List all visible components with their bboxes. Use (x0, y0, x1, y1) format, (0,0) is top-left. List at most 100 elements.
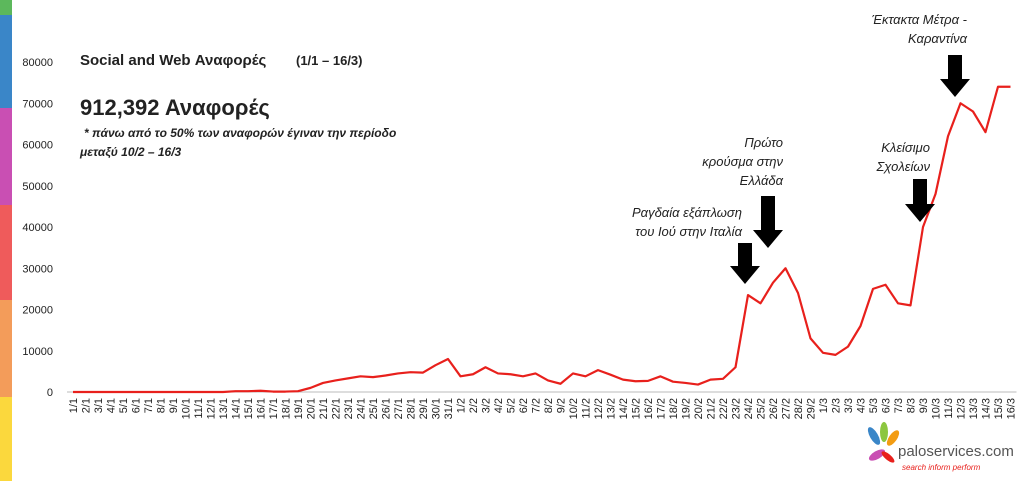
note: μεταξύ 10/2 – 16/3 (79, 145, 182, 159)
note: * πάνω από το 50% των αναφορών έγιναν τη… (84, 126, 396, 140)
y-tick-label: 70000 (22, 98, 53, 110)
side-bar (0, 0, 12, 15)
x-tick-label: 2/2 (468, 398, 480, 413)
x-tick-label: 8/1 (156, 398, 168, 413)
x-tick-label: 21/1 (318, 398, 330, 419)
logo-name: paloservices.com (898, 443, 1014, 460)
x-tick-label: 4/2 (493, 398, 505, 413)
y-tick-label: 30000 (22, 263, 53, 275)
x-tick-label: 14/3 (981, 398, 993, 419)
x-tick-label: 16/3 (1006, 398, 1018, 419)
x-tick-label: 20/1 (306, 398, 318, 419)
x-tick-label: 11/3 (943, 398, 955, 419)
x-tick-label: 23/1 (343, 398, 355, 419)
x-tick-label: 7/1 (143, 398, 155, 413)
x-tick-label: 14/1 (231, 398, 243, 419)
x-tick-label: 11/2 (581, 398, 593, 419)
x-tick-label: 19/1 (293, 398, 305, 419)
chart-title: Social and Web Αναφορές (80, 52, 267, 69)
x-tick-label: 5/3 (868, 398, 880, 413)
x-tick-label: 1/1 (68, 398, 80, 413)
headline: 912,392 Αναφορές (80, 95, 270, 120)
x-tick-label: 15/3 (993, 398, 1005, 419)
x-tick-label: 9/2 (556, 398, 568, 413)
x-tick-label: 7/3 (893, 398, 905, 413)
data-line (73, 85, 1011, 394)
x-tick-label: 12/2 (593, 398, 605, 419)
logo-icon (867, 422, 900, 463)
x-tick-label: 2/1 (81, 398, 93, 413)
side-bar (0, 108, 12, 205)
x-tick-label: 4/1 (106, 398, 118, 413)
x-tick-label: 21/2 (706, 398, 718, 419)
x-tick-label: 8/3 (906, 398, 918, 413)
x-tick-label: 16/2 (643, 398, 655, 419)
annotation-arrow (940, 55, 970, 97)
x-tick-label: 24/2 (743, 398, 755, 419)
x-tick-label: 28/1 (406, 398, 418, 419)
logo-tagline: search inform perform (902, 463, 981, 472)
annotation-text: Καραντίνα (908, 31, 968, 46)
y-tick-label: 10000 (22, 346, 53, 358)
x-tick-label: 16/1 (256, 398, 268, 419)
x-tick-label: 17/1 (268, 398, 280, 419)
x-tick-label: 3/3 (843, 398, 855, 413)
x-tick-label: 8/2 (543, 398, 555, 413)
x-tick-label: 27/2 (781, 398, 793, 419)
y-tick-label: 60000 (22, 140, 53, 152)
x-tick-label: 12/1 (206, 398, 218, 419)
annotation-text: Σχολείων (875, 159, 930, 174)
annotation-text: Έκτακτα Μέτρα - (872, 12, 968, 27)
x-tick-label: 29/1 (418, 398, 430, 419)
x-tick-label: 2/3 (831, 398, 843, 413)
x-tick-label: 10/1 (181, 398, 193, 419)
x-tick-label: 14/2 (618, 398, 630, 419)
annotation-text: Κλείσιμο (881, 140, 930, 155)
title-period: (1/1 – 16/3) (296, 53, 363, 68)
x-tick-label: 24/1 (356, 398, 368, 419)
side-bar (0, 15, 12, 108)
x-tick-label: 3/2 (481, 398, 493, 413)
side-bar (0, 300, 12, 397)
x-tick-label: 3/1 (93, 398, 105, 413)
x-tick-label: 6/3 (881, 398, 893, 413)
x-tick-label: 31/1 (443, 398, 455, 419)
x-tick-label: 28/2 (793, 398, 805, 419)
x-tick-label: 25/2 (756, 398, 768, 419)
x-tick-label: 9/1 (168, 398, 180, 413)
x-tick-label: 23/2 (731, 398, 743, 419)
x-tick-label: 29/2 (806, 398, 818, 419)
annotation-text: Πρώτο (744, 135, 783, 150)
x-tick-label: 6/1 (131, 398, 143, 413)
x-tick-label: 10/3 (931, 398, 943, 419)
x-tick-label: 17/2 (656, 398, 668, 419)
x-tick-label: 5/1 (118, 398, 130, 413)
x-tick-label: 5/2 (506, 398, 518, 413)
annotation-text: του Ιού στην Ιταλία (635, 224, 742, 239)
annotation-text: κρούσμα στην (702, 154, 783, 169)
x-tick-label: 20/2 (693, 398, 705, 419)
annotation-arrow (905, 179, 935, 222)
x-tick-label: 30/1 (431, 398, 443, 419)
x-tick-label: 22/1 (331, 398, 343, 419)
x-tick-label: 10/2 (568, 398, 580, 419)
x-tick-label: 15/1 (243, 398, 255, 419)
x-tick-label: 7/2 (531, 398, 543, 413)
y-tick-label: 50000 (22, 181, 53, 193)
x-tick-label: 18/1 (281, 398, 293, 419)
x-tick-label: 15/2 (631, 398, 643, 419)
x-tick-label: 19/2 (681, 398, 693, 419)
x-tick-label: 1/2 (456, 398, 468, 413)
y-tick-label: 0 (47, 387, 53, 399)
x-tick-label: 12/3 (956, 398, 968, 419)
x-tick-label: 25/1 (368, 398, 380, 419)
x-tick-label: 6/2 (518, 398, 530, 413)
side-bar (0, 205, 12, 300)
x-tick-label: 4/3 (856, 398, 868, 413)
x-tick-label: 13/2 (606, 398, 618, 419)
x-tick-label: 11/1 (193, 398, 205, 419)
y-tick-label: 20000 (22, 305, 53, 317)
y-tick-label: 40000 (22, 222, 53, 234)
y-tick-label: 80000 (22, 57, 53, 69)
